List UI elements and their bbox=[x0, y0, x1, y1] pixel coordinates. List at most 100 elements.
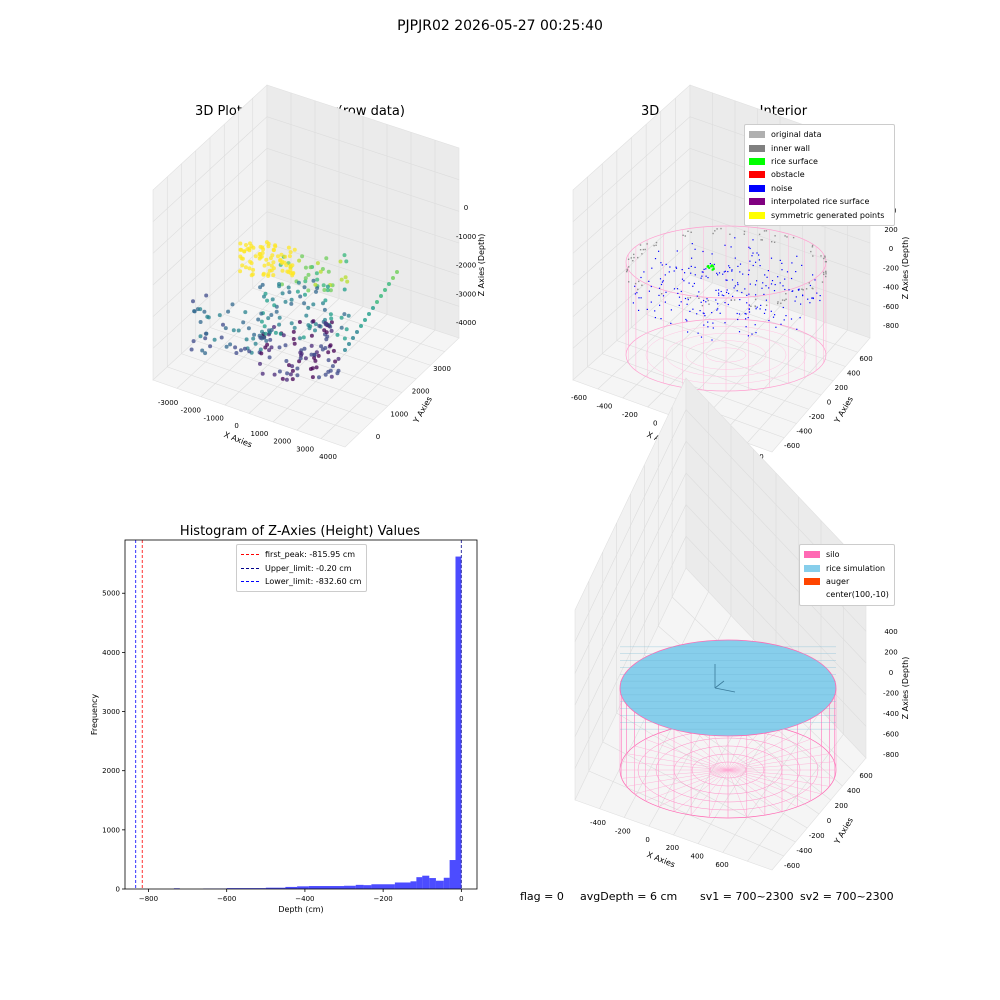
data-point bbox=[283, 343, 288, 348]
data-point bbox=[231, 328, 236, 333]
data-point bbox=[269, 313, 274, 317]
rice-surface-point bbox=[711, 268, 714, 271]
data-point bbox=[267, 355, 272, 360]
data-point bbox=[208, 344, 213, 349]
z-tick-label: -3000 bbox=[456, 290, 476, 298]
noise-point bbox=[745, 318, 747, 320]
z-tick-label: 0 bbox=[889, 245, 893, 253]
data-point bbox=[335, 332, 340, 337]
data-point bbox=[285, 269, 290, 274]
y-tick-label: 3000 bbox=[433, 365, 451, 373]
data-point bbox=[259, 311, 264, 316]
histogram-bar bbox=[443, 877, 450, 889]
noise-point bbox=[737, 265, 739, 267]
data-point bbox=[243, 310, 248, 315]
data-point bbox=[248, 241, 252, 246]
noise-point bbox=[678, 304, 680, 306]
data-point bbox=[330, 364, 335, 369]
data-point bbox=[244, 337, 249, 342]
noise-point bbox=[737, 318, 739, 321]
noise-point bbox=[648, 290, 650, 292]
data-point bbox=[283, 299, 288, 304]
silo-floor-spoke bbox=[626, 769, 729, 787]
data-point bbox=[318, 269, 323, 274]
histogram-bar bbox=[363, 885, 372, 889]
data-point bbox=[219, 335, 224, 340]
noise-point bbox=[724, 322, 726, 324]
silo-floor-spoke bbox=[727, 728, 783, 771]
x-tick-label: -200 bbox=[622, 411, 638, 419]
noise-point bbox=[765, 309, 767, 311]
data-point bbox=[198, 307, 203, 312]
silo-floor-spoke bbox=[709, 769, 729, 818]
data-point bbox=[228, 342, 233, 347]
data-point bbox=[272, 303, 277, 308]
inner-wall-point bbox=[729, 233, 731, 235]
inner-wall-point bbox=[771, 241, 773, 243]
noise-point bbox=[692, 285, 694, 287]
noise-point bbox=[665, 263, 667, 265]
inner-wall-point bbox=[626, 268, 628, 271]
noise-point bbox=[726, 291, 728, 293]
noise-point bbox=[696, 295, 698, 297]
data-point bbox=[289, 321, 294, 326]
data-point bbox=[257, 256, 262, 261]
inner-wall-point bbox=[825, 273, 827, 275]
data-point bbox=[286, 285, 291, 290]
grid-line bbox=[152, 147, 460, 254]
silo-floor-spoke bbox=[727, 733, 798, 771]
data-point bbox=[277, 322, 282, 327]
data-point bbox=[234, 351, 239, 355]
noise-point bbox=[709, 263, 711, 265]
grid-line bbox=[574, 409, 867, 642]
grid-line bbox=[574, 504, 867, 737]
noise-point bbox=[636, 292, 638, 294]
data-point bbox=[379, 294, 383, 298]
data-point bbox=[323, 317, 327, 322]
data-point bbox=[260, 329, 264, 334]
z-tick-label: -400 bbox=[883, 284, 899, 292]
noise-point bbox=[675, 267, 678, 269]
sv2-status: sv2 = 700~2300 bbox=[800, 890, 894, 903]
noise-point bbox=[717, 303, 719, 305]
data-point bbox=[265, 298, 270, 303]
noise-point bbox=[755, 261, 757, 263]
data-point bbox=[272, 372, 277, 377]
data-point bbox=[263, 331, 268, 336]
noise-point bbox=[752, 252, 754, 254]
data-point bbox=[322, 288, 327, 292]
noise-point bbox=[728, 292, 730, 295]
x-tick-label: 400 bbox=[691, 853, 704, 861]
noise-point bbox=[632, 302, 634, 304]
data-point bbox=[217, 313, 222, 318]
grid-line bbox=[646, 314, 834, 382]
data-point bbox=[271, 273, 276, 278]
noise-point bbox=[700, 277, 702, 279]
noise-point bbox=[736, 290, 738, 292]
data-point bbox=[189, 347, 194, 352]
silo-floor-spoke bbox=[727, 769, 747, 818]
noise-point bbox=[684, 272, 686, 274]
inner-wall-point bbox=[642, 248, 645, 251]
x-tick-label: 0 bbox=[234, 422, 238, 430]
data-point bbox=[300, 254, 305, 259]
histogram-axes: −800 −600 −400 −200 0 0 1000 2000 3000 4000 5000 De… bbox=[90, 539, 478, 914]
silo-floor-spoke bbox=[634, 745, 729, 771]
data-point bbox=[303, 265, 308, 270]
noise-point bbox=[766, 276, 768, 278]
data-point bbox=[339, 315, 344, 320]
data-point bbox=[258, 335, 263, 340]
noise-point bbox=[783, 319, 785, 321]
data-point bbox=[230, 302, 235, 307]
noise-point bbox=[749, 247, 751, 250]
data-point bbox=[266, 274, 271, 278]
data-point bbox=[295, 366, 300, 371]
inner-wall-point bbox=[684, 235, 686, 237]
noise-point bbox=[796, 255, 798, 257]
data-point bbox=[320, 267, 325, 271]
noise-point bbox=[670, 322, 672, 324]
grid-line bbox=[152, 179, 460, 286]
noise-point bbox=[678, 296, 681, 298]
data-point bbox=[253, 341, 258, 346]
histogram-bar bbox=[308, 886, 345, 889]
